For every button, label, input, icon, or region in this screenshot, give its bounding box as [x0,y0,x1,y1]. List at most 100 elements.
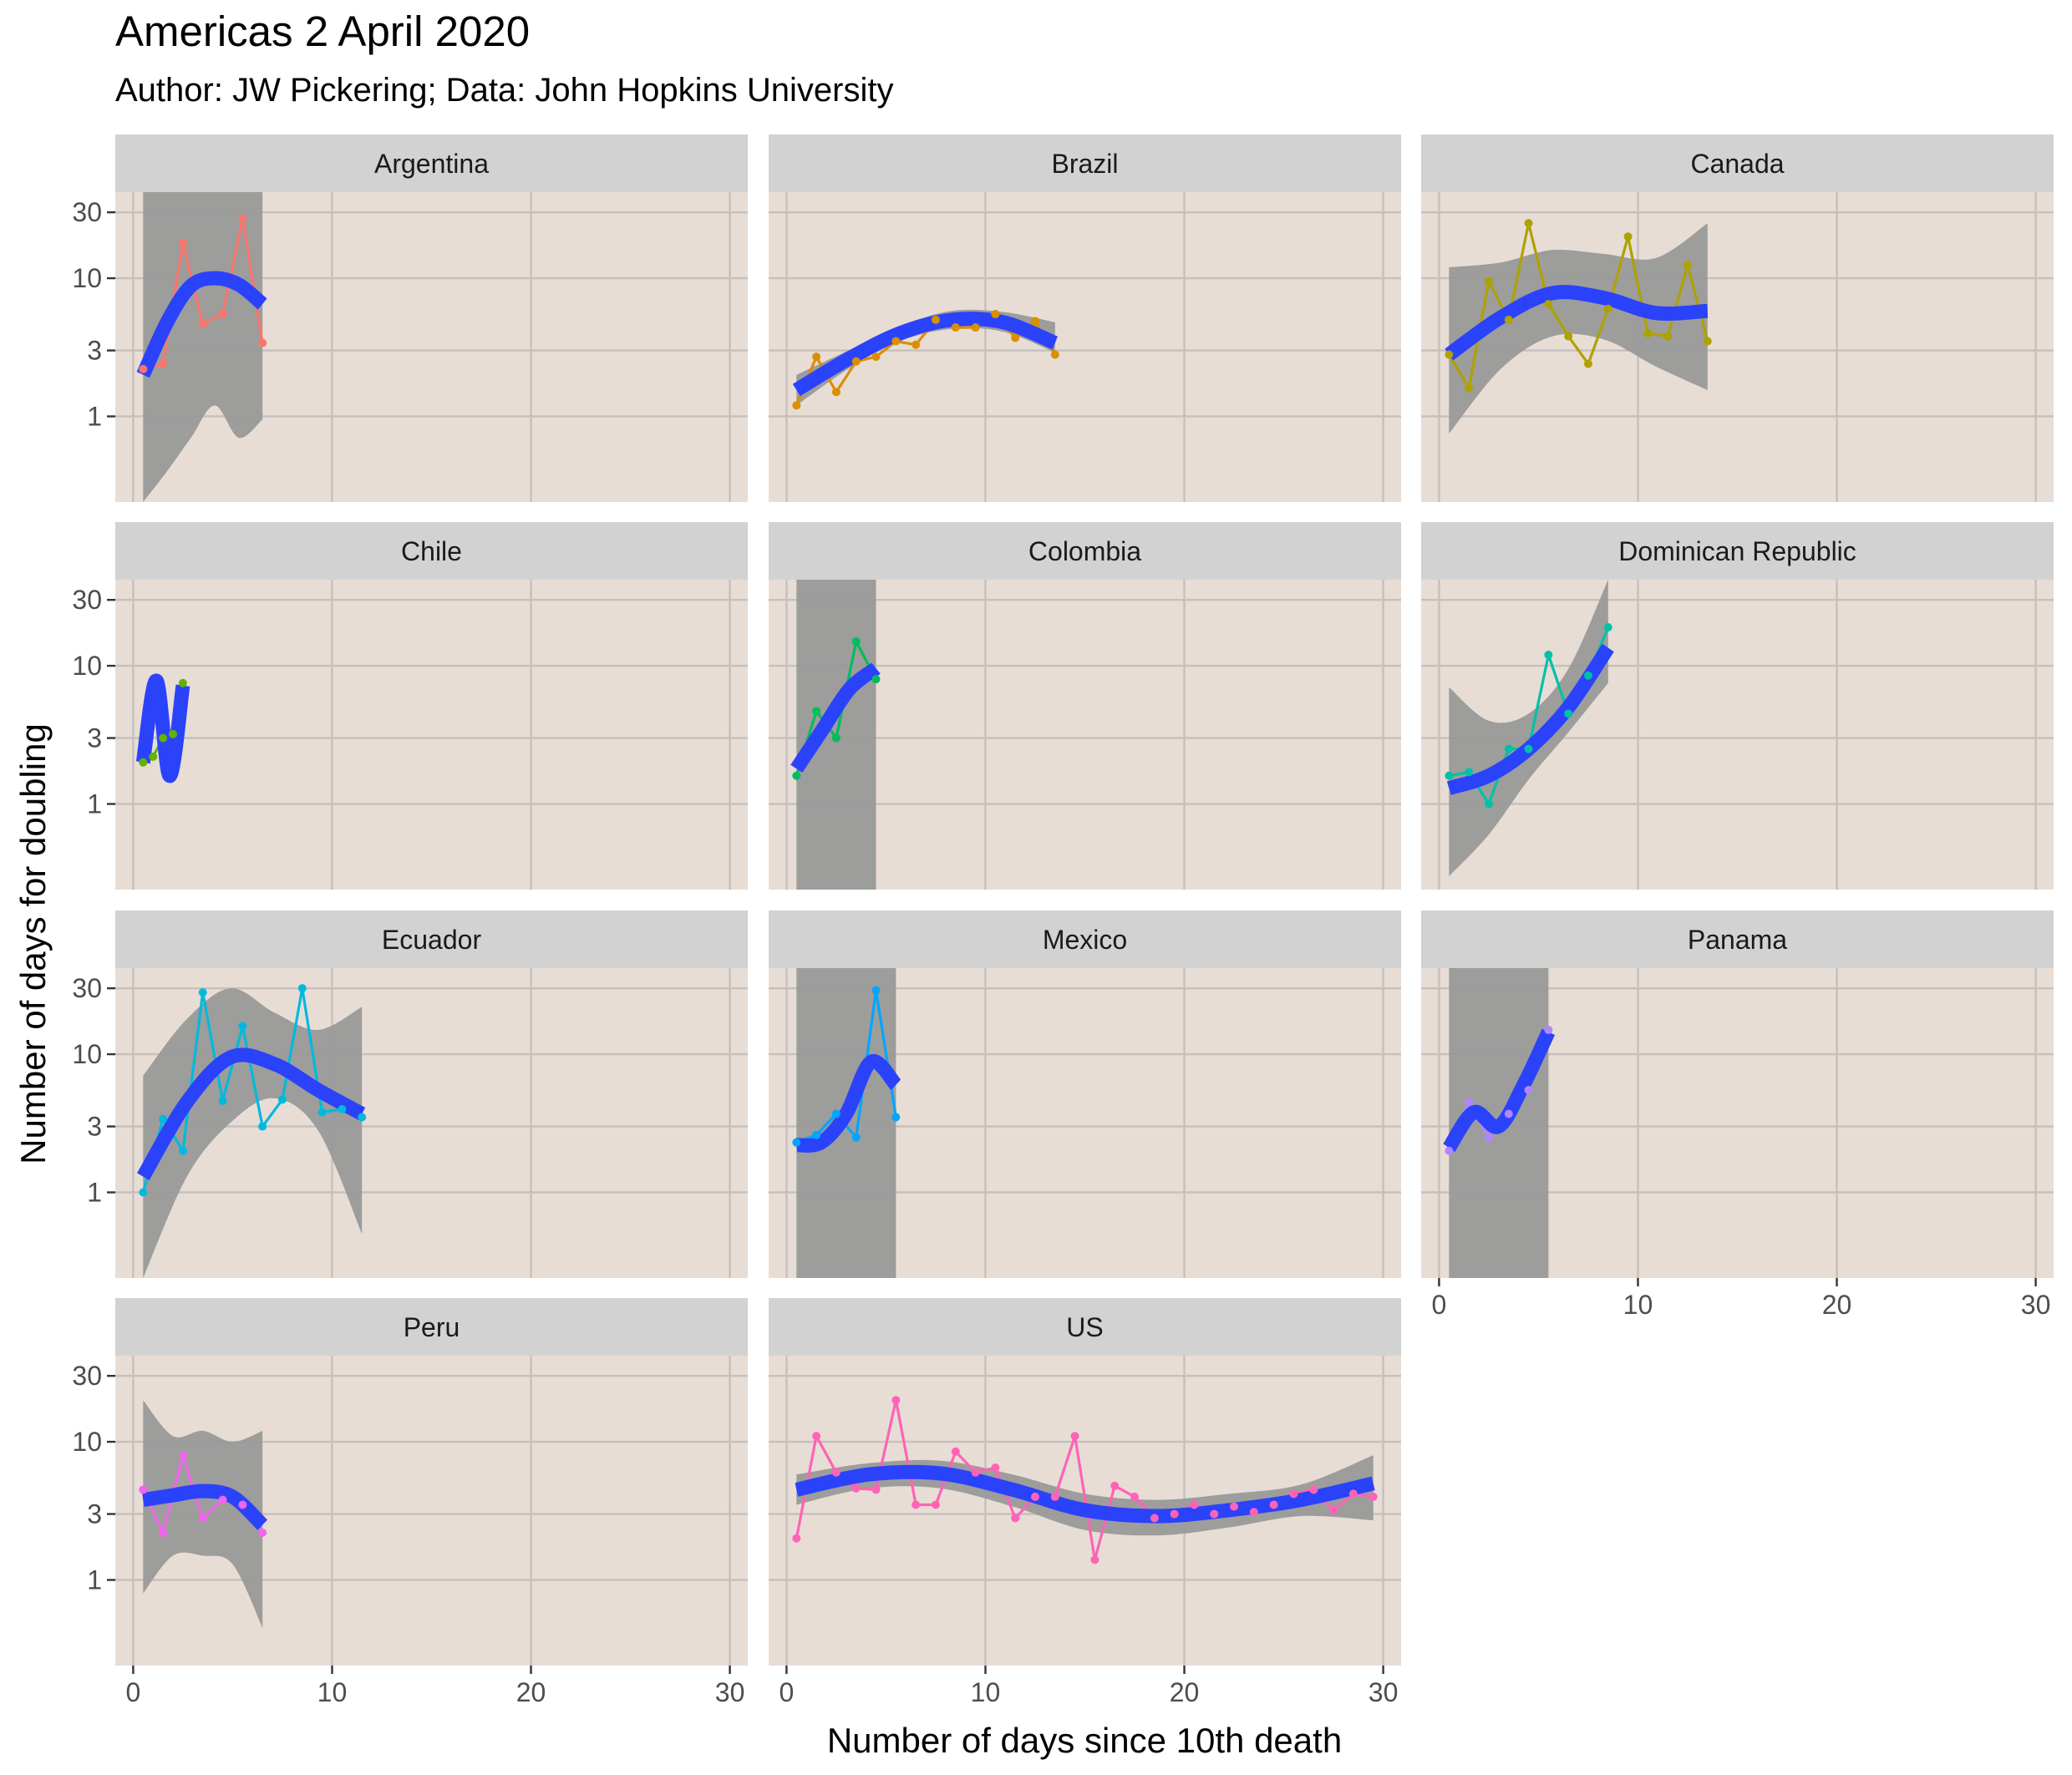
smooth-line [795,1464,1375,1524]
data-point [1504,744,1513,753]
panel-panama: Panama 0 10 20 30 [1421,910,2054,1320]
data-point [1465,768,1474,777]
data-point [1150,1514,1159,1523]
data-point [258,338,267,347]
y-tick-label: 1 [87,789,102,819]
data-point [139,364,148,373]
data-point [1110,1481,1120,1490]
data-point [358,1113,367,1122]
panel-chile: Chile 1 3 10 30 [72,522,748,890]
facet-strip [769,522,1401,580]
data-point [1564,332,1573,341]
facet-strip-label: Brazil [1051,149,1118,179]
data-point [971,323,980,332]
data-point [1329,1505,1338,1514]
data-point [1445,1146,1454,1155]
chart-subtitle: Author: JW Pickering; Data: John Hopkins… [115,72,894,109]
data-point [971,1468,980,1477]
data-point [831,733,840,743]
data-point [912,340,921,349]
data-point [1544,300,1553,309]
data-point [1524,1086,1533,1095]
y-tick-label: 10 [72,1039,102,1069]
x-tick-label: 0 [780,1677,795,1707]
facet-strip-label: Chile [401,536,462,566]
data-point [277,1095,287,1104]
y-tick-label: 30 [72,973,102,1003]
data-point [1544,1025,1553,1034]
data-point [1465,383,1474,393]
data-point [792,1534,801,1543]
smooth-line [135,673,190,784]
x-tick-label: 30 [715,1677,745,1707]
data-point [1011,1514,1020,1523]
y-tick-label: 3 [87,336,102,366]
panel-plot-area [1443,968,1556,1278]
panel-colombia: Colombia [769,522,1401,890]
data-point [297,984,307,993]
data-point [317,1108,327,1117]
x-tick-label: 10 [317,1677,348,1707]
y-tick-label: 10 [72,1427,102,1457]
facet-strip [769,134,1401,192]
facet-strip [769,1298,1401,1356]
data-point [792,1138,801,1147]
data-point [851,1133,861,1142]
panel-peru: Peru 1 3 10 30 0 10 20 30 [72,1298,748,1707]
y-tick-label: 30 [72,197,102,227]
data-point [1070,1432,1079,1441]
data-point [159,1528,168,1537]
data-point [178,1451,187,1460]
data-point [851,636,861,646]
y-tick-label: 1 [87,401,102,431]
data-point [1524,744,1533,753]
data-point [871,986,881,995]
facet-strip [115,134,748,192]
data-point [1603,622,1612,631]
data-point [1030,1492,1039,1501]
data-point [812,352,821,362]
facet-strip-label: Peru [404,1312,460,1342]
data-point [1544,650,1553,659]
data-point [951,1447,960,1456]
smooth-line [795,1054,901,1153]
facet-strip-label: Dominican Republic [1618,536,1856,566]
facet-strip [1421,910,2054,968]
data-point [1504,315,1513,324]
data-point [1230,1502,1239,1511]
panel-plot-area [1445,580,1614,876]
data-point [1623,232,1633,241]
x-axis-title: Number of days since 10th death [827,1721,1342,1760]
data-point [871,1485,881,1494]
facet-strip [1421,134,2054,192]
facet-strip-label: Panama [1688,925,1787,955]
panel-background [115,580,748,890]
data-point [169,729,178,738]
x-tick-label: 10 [971,1677,1001,1707]
data-point [871,675,881,684]
data-point [951,323,960,332]
smooth-line [1443,1028,1556,1153]
data-point [1583,359,1592,368]
smooth-line [790,662,881,773]
data-point [1484,276,1493,286]
data-point [931,315,940,324]
y-axis-title: Number of days for doubling [13,723,53,1164]
panel-argentina: Argentina 1 3 10 30 [72,134,748,502]
data-point [159,1114,168,1123]
facet-strip [115,522,748,580]
data-point [1369,1492,1378,1501]
x-tick-label: 10 [1623,1290,1653,1320]
y-tick-label: 30 [72,585,102,615]
data-point [1524,219,1533,228]
data-point [1190,1500,1199,1509]
data-point [149,752,158,761]
data-point [912,1500,921,1509]
y-tick-label: 3 [87,723,102,753]
x-tick-label: 30 [2021,1290,2051,1320]
panel-us: US 0 10 20 30 [769,1298,1401,1707]
y-tick-label: 1 [87,1565,102,1595]
facet-strip [115,910,748,968]
panel-plot-area [792,968,901,1278]
